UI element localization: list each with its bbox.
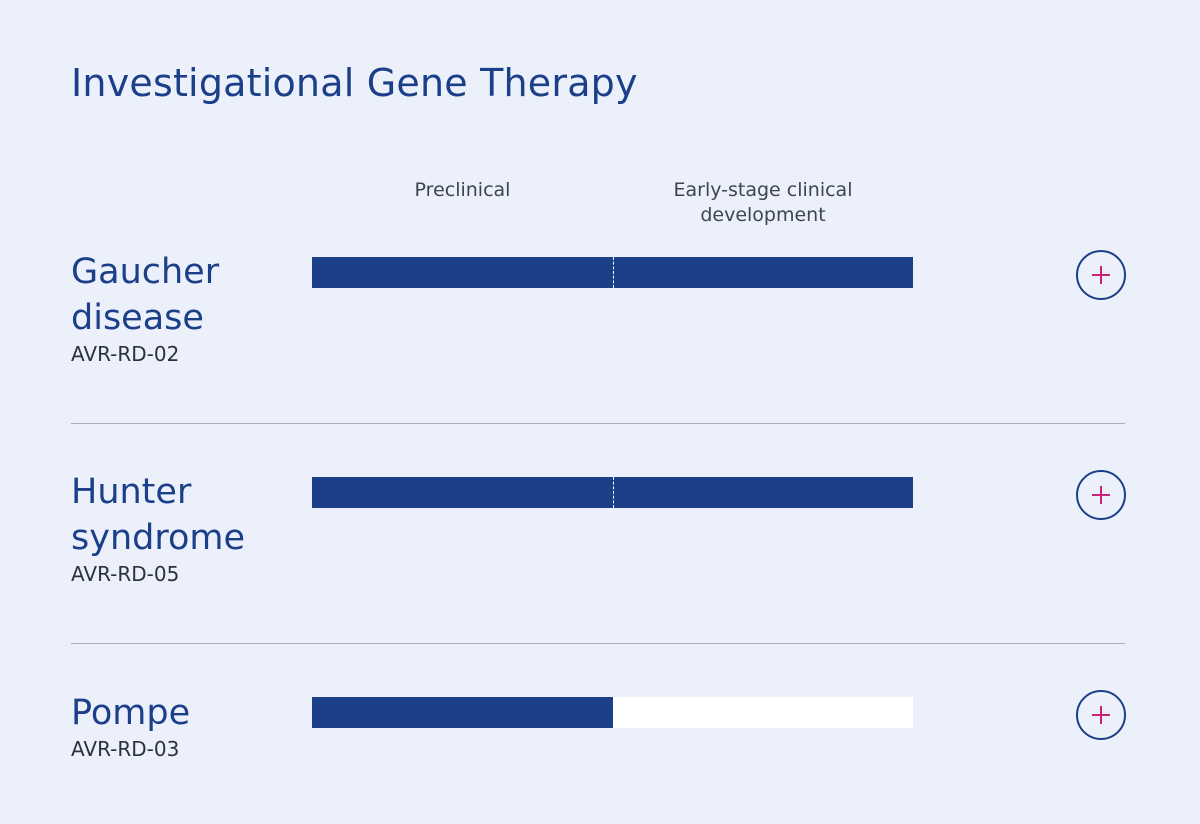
program-code: AVR-RD-05: [71, 562, 180, 586]
program-name: Gaucher disease: [71, 252, 220, 338]
program-code: AVR-RD-03: [71, 737, 180, 761]
row-divider: [71, 423, 1125, 424]
page-title: Investigational Gene Therapy: [71, 61, 638, 105]
plus-icon: [1092, 266, 1110, 284]
row-divider: [71, 643, 1125, 644]
expand-button[interactable]: [1076, 690, 1126, 740]
program-code: AVR-RD-02: [71, 342, 180, 366]
plus-icon: [1092, 486, 1110, 504]
progress-fill: [312, 477, 913, 508]
phase-header-early-stage-clinical: Early-stage clinical development: [673, 179, 853, 226]
program-name: Pompe: [71, 693, 191, 733]
progress-track: [312, 257, 913, 288]
expand-button[interactable]: [1076, 470, 1126, 520]
program-name: Hunter syndrome: [71, 472, 246, 558]
progress-fill: [312, 697, 613, 728]
expand-button[interactable]: [1076, 250, 1126, 300]
phase-divider: [613, 477, 614, 508]
progress-track: [312, 697, 913, 728]
phase-header-preclinical: Preclinical: [414, 179, 511, 201]
progress-fill: [312, 257, 913, 288]
phase-divider: [613, 257, 614, 288]
progress-track: [312, 477, 913, 508]
plus-icon: [1092, 706, 1110, 724]
